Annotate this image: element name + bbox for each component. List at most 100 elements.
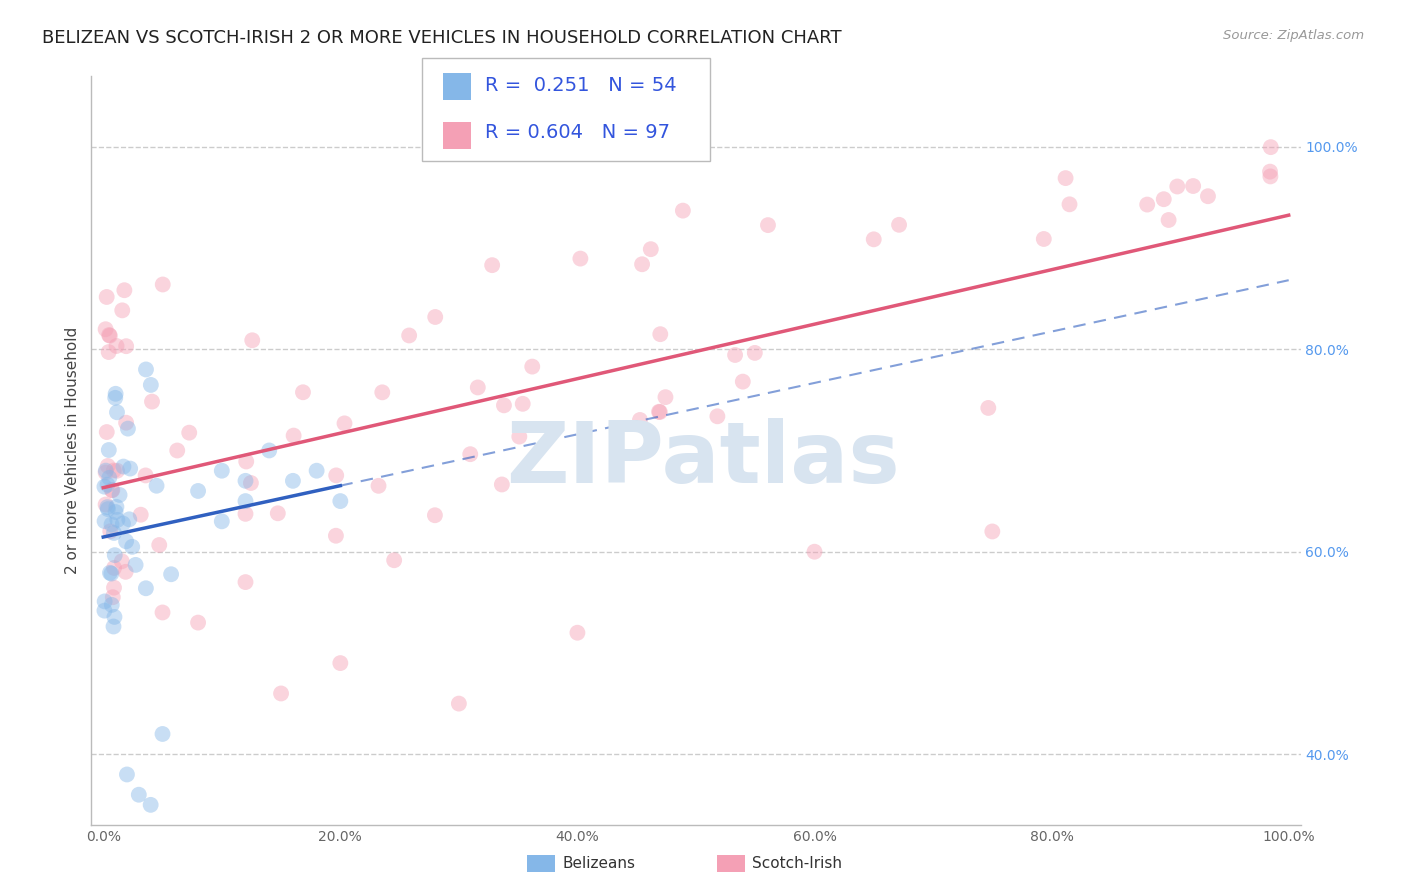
Point xyxy=(103,619,125,633)
Point xyxy=(425,310,447,324)
Point xyxy=(325,529,347,543)
Point xyxy=(97,442,120,457)
Point xyxy=(93,480,115,494)
Point xyxy=(235,454,257,468)
Point xyxy=(756,218,779,232)
Point xyxy=(94,322,117,336)
Point xyxy=(111,554,134,568)
Point xyxy=(467,380,489,394)
Point xyxy=(103,581,125,595)
Point xyxy=(98,471,121,485)
Text: ZIPatlas: ZIPatlas xyxy=(506,417,900,501)
Point xyxy=(104,391,127,405)
Point xyxy=(491,477,513,491)
Point xyxy=(112,459,135,474)
Point xyxy=(100,566,122,581)
Point xyxy=(492,398,515,412)
Point xyxy=(1032,232,1054,246)
Point xyxy=(100,517,122,532)
Point xyxy=(648,405,671,419)
Point xyxy=(103,525,125,540)
Text: Source: ZipAtlas.com: Source: ZipAtlas.com xyxy=(1223,29,1364,42)
Point xyxy=(115,534,138,549)
Point xyxy=(648,405,671,419)
Point xyxy=(267,506,290,520)
Y-axis label: 2 or more Vehicles in Household: 2 or more Vehicles in Household xyxy=(65,326,80,574)
Point xyxy=(1260,140,1282,154)
Point xyxy=(93,514,115,528)
Text: Scotch-Irish: Scotch-Irish xyxy=(752,856,842,871)
Point xyxy=(887,218,910,232)
Point xyxy=(512,397,534,411)
Point xyxy=(270,686,292,700)
Point xyxy=(97,458,120,473)
Text: Belizeans: Belizeans xyxy=(562,856,636,871)
Point xyxy=(744,346,766,360)
Point xyxy=(329,656,352,670)
Point xyxy=(650,327,672,342)
Point xyxy=(508,429,530,443)
Point xyxy=(115,339,138,353)
Point xyxy=(93,594,115,608)
Point xyxy=(398,328,420,343)
Point xyxy=(94,466,117,480)
Point xyxy=(371,385,394,400)
Point xyxy=(101,591,124,605)
Point xyxy=(1136,197,1159,211)
Point xyxy=(98,328,121,343)
Point xyxy=(112,283,135,297)
Point xyxy=(240,333,263,347)
Point xyxy=(104,386,127,401)
Point xyxy=(166,443,188,458)
Point xyxy=(522,359,544,374)
Point xyxy=(367,479,389,493)
Point xyxy=(103,561,125,575)
Point xyxy=(103,610,125,624)
Point xyxy=(1157,213,1180,227)
Point xyxy=(135,468,157,483)
Point xyxy=(187,615,209,630)
Point xyxy=(235,474,257,488)
Point xyxy=(120,461,142,475)
Point xyxy=(1197,189,1219,203)
Point xyxy=(654,390,676,404)
Point xyxy=(481,258,503,272)
Point xyxy=(152,727,174,741)
Point xyxy=(382,553,405,567)
Point xyxy=(569,252,592,266)
Point xyxy=(977,401,1000,415)
Point xyxy=(1260,169,1282,184)
Point xyxy=(239,475,262,490)
Point xyxy=(96,425,118,439)
Point xyxy=(124,558,146,572)
Point xyxy=(283,428,305,442)
Point xyxy=(1182,179,1205,194)
Point xyxy=(672,203,695,218)
Point xyxy=(139,378,162,392)
Point xyxy=(1059,197,1081,211)
Point xyxy=(862,232,884,246)
Point xyxy=(96,290,118,304)
Point xyxy=(631,257,654,271)
Point xyxy=(1258,164,1281,178)
Point xyxy=(187,483,209,498)
Point xyxy=(93,604,115,618)
Point xyxy=(111,303,134,318)
Point xyxy=(121,540,143,554)
Point xyxy=(1054,171,1077,186)
Point xyxy=(981,524,1004,539)
Point xyxy=(96,500,118,515)
Point xyxy=(423,508,446,523)
Point xyxy=(211,514,233,528)
Text: R =  0.251   N = 54: R = 0.251 N = 54 xyxy=(485,77,676,95)
Point xyxy=(333,417,356,431)
Point xyxy=(447,697,470,711)
Point xyxy=(160,567,183,582)
Point xyxy=(458,447,481,461)
Point xyxy=(97,502,120,516)
Point xyxy=(101,483,124,498)
Point xyxy=(114,565,136,579)
Point xyxy=(97,345,120,359)
Point xyxy=(94,464,117,478)
Point xyxy=(98,524,121,539)
